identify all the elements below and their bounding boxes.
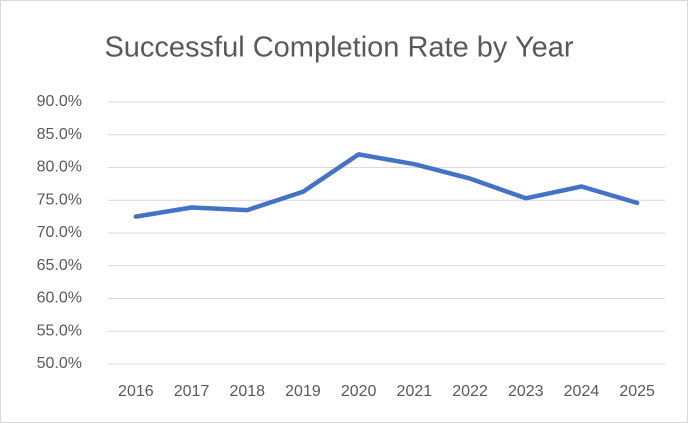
x-tick-label: 2016: [118, 383, 154, 400]
y-tick-label: 50.0%: [37, 355, 82, 372]
y-tick-label: 75.0%: [37, 191, 82, 208]
chart-title: Successful Completion Rate by Year: [104, 32, 573, 64]
y-tick-label: 55.0%: [37, 322, 82, 339]
y-tick-label: 60.0%: [37, 290, 82, 307]
x-tick-label: 2018: [229, 383, 265, 400]
x-tick-label: 2017: [174, 383, 210, 400]
y-tick-label: 65.0%: [37, 257, 82, 274]
x-tick-label: 2020: [341, 383, 377, 400]
x-tick-label: 2024: [564, 383, 600, 400]
y-tick-label: 80.0%: [37, 159, 82, 176]
x-tick-label: 2025: [619, 383, 655, 400]
y-tick-label: 70.0%: [37, 224, 82, 241]
x-tick-label: 2021: [397, 383, 433, 400]
y-tick-label: 90.0%: [37, 93, 82, 110]
x-tick-label: 2022: [452, 383, 488, 400]
x-tick-label: 2023: [508, 383, 544, 400]
y-tick-label: 85.0%: [37, 126, 82, 143]
data-line: [133, 152, 640, 219]
x-tick-label: 2019: [285, 383, 321, 400]
